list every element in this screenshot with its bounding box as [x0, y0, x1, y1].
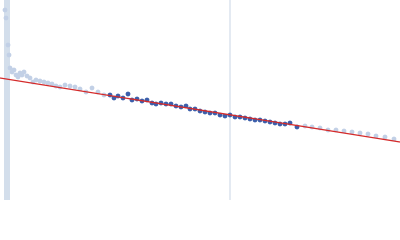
- data-point: [41, 79, 47, 85]
- data-point: [33, 77, 39, 83]
- data-point: [21, 69, 27, 75]
- fit-line: [0, 77, 400, 143]
- data-point: [67, 83, 73, 89]
- data-point: [49, 81, 55, 87]
- data-point: [5, 42, 11, 48]
- data-point: [62, 82, 68, 88]
- error-band: [4, 0, 10, 200]
- data-point: [349, 129, 355, 135]
- data-point: [2, 7, 8, 13]
- data-point: [3, 15, 9, 21]
- data-point: [72, 84, 78, 90]
- data-point: [7, 65, 13, 71]
- data-point: [15, 74, 21, 80]
- data-point: [365, 131, 371, 137]
- data-point: [11, 67, 17, 73]
- chart: [0, 0, 400, 200]
- data-point: [357, 130, 363, 136]
- page: (() => { const data = JSON.parse(documen…: [0, 0, 400, 200]
- data-point: [373, 133, 379, 139]
- data-point: [37, 78, 43, 84]
- data-point: [125, 91, 131, 97]
- data-point: [45, 80, 51, 86]
- data-point: [27, 75, 33, 81]
- data-point: [6, 52, 12, 58]
- data-point: [382, 134, 388, 140]
- data-point: [89, 85, 95, 91]
